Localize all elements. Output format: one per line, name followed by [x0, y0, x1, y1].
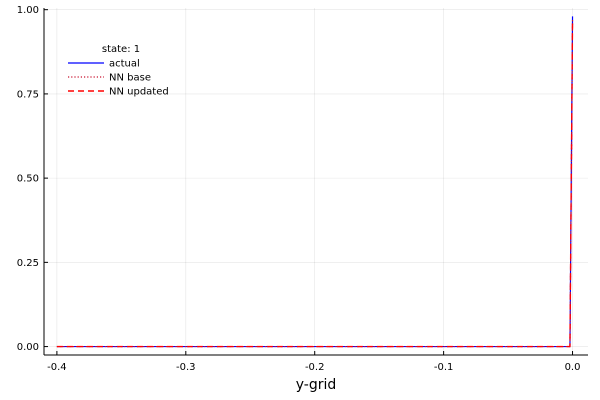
series-line-nn-updated	[56, 19, 574, 348]
y-tick-label: 1.00	[17, 5, 39, 16]
legend-title: state: 1	[102, 44, 140, 55]
x-tick-label: 0.0	[565, 362, 581, 373]
ticks: -0.4 -0.3 -0.2 -0.1 0.0 0.00 0.25 0.50 0.75 1.00	[17, 5, 581, 373]
y-tick-label: 0.25	[17, 258, 39, 269]
legend-label: actual	[109, 59, 140, 70]
x-tick-label: -0.4	[47, 362, 67, 373]
y-tick-label: 0.75	[17, 89, 39, 100]
x-tick-label: -0.1	[434, 362, 454, 373]
x-tick-label: -0.2	[305, 362, 325, 373]
series	[56, 16, 574, 348]
axes	[43, 8, 588, 356]
y-tick-label: 0.50	[17, 174, 39, 185]
x-tick-label: -0.3	[176, 362, 196, 373]
legend: state: 1 actual NN base NN updated	[68, 44, 169, 98]
legend-label: NN base	[109, 73, 151, 84]
x-axis-title: y-grid	[296, 377, 337, 393]
series-line-nn-base	[56, 19, 574, 348]
y-tick-label: 0.00	[17, 342, 39, 353]
legend-label: NN updated	[109, 87, 169, 98]
